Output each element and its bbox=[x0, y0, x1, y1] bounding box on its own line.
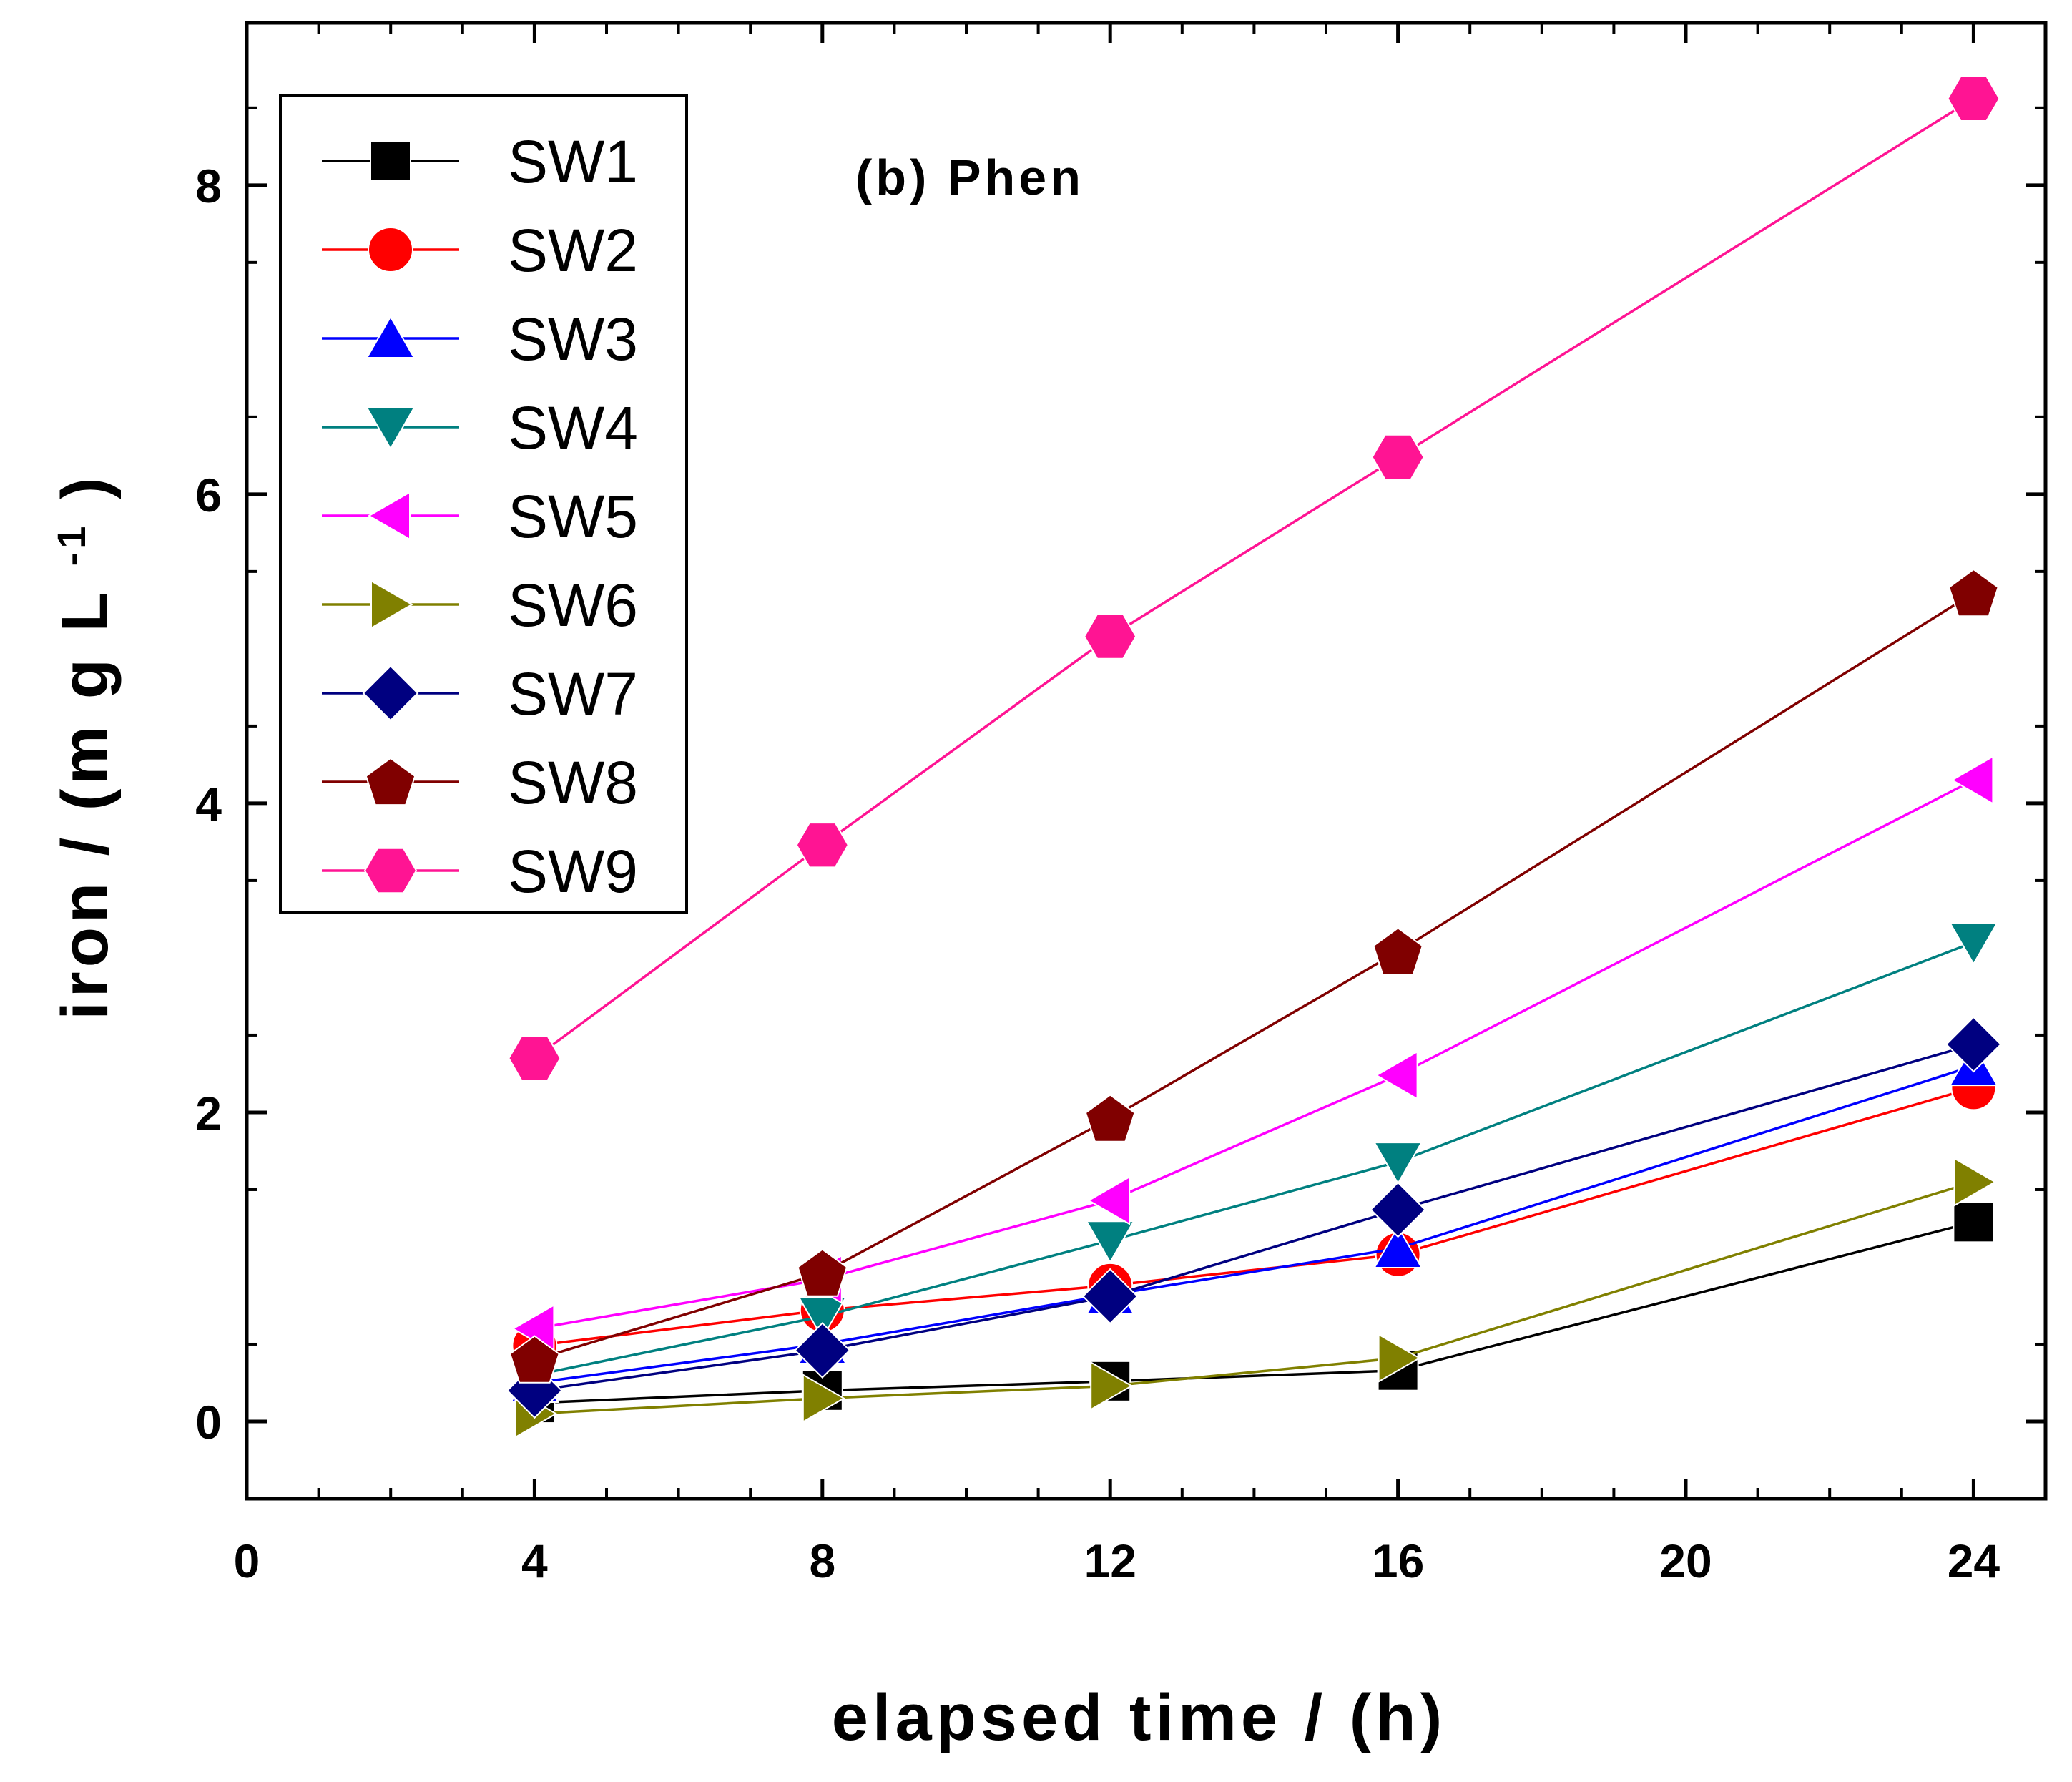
series-line-sw3 bbox=[534, 1064, 1974, 1384]
legend-item-sw8: SW8 bbox=[322, 749, 638, 816]
y-axis-title-main: iron / (m g L bbox=[49, 589, 122, 1020]
data-point-sw6 bbox=[1090, 1361, 1134, 1411]
x-axis-title: elapsed time / (h) bbox=[832, 1681, 1447, 1754]
legend-marker bbox=[365, 407, 416, 451]
data-point-sw6 bbox=[1378, 1333, 1421, 1384]
data-point-sw9 bbox=[1371, 434, 1425, 481]
data-point-sw7 bbox=[1945, 1016, 2002, 1073]
series-sw9 bbox=[508, 75, 2000, 1082]
data-point-sw9 bbox=[508, 1035, 561, 1082]
x-tick-label: 20 bbox=[1659, 1534, 1712, 1587]
x-tick-label: 16 bbox=[1372, 1534, 1424, 1587]
data-point-sw8 bbox=[1084, 1094, 1136, 1142]
data-point-sw9 bbox=[1947, 75, 2000, 122]
series-sw1 bbox=[514, 1201, 1995, 1424]
legend-item-sw3: SW3 bbox=[322, 305, 638, 373]
legend-marker bbox=[362, 665, 419, 722]
legend-label: SW7 bbox=[508, 660, 638, 728]
legend-item-sw6: SW6 bbox=[322, 572, 638, 639]
data-point-sw1 bbox=[1953, 1201, 1995, 1243]
legend-marker bbox=[363, 847, 418, 894]
y-tick-label: 8 bbox=[195, 160, 222, 212]
x-tick-label: 4 bbox=[521, 1534, 548, 1587]
data-point-sw5 bbox=[1950, 755, 1994, 806]
legend-label: SW5 bbox=[508, 483, 638, 550]
data-point-sw4 bbox=[1948, 922, 1999, 966]
legend-label: SW4 bbox=[508, 394, 638, 461]
legend-item-sw7: SW7 bbox=[322, 660, 638, 728]
series-sw3 bbox=[509, 1043, 1999, 1403]
data-point-sw8 bbox=[509, 1335, 560, 1384]
y-tick-label: 2 bbox=[195, 1087, 222, 1140]
series-line-sw6 bbox=[534, 1180, 1974, 1415]
data-point-sw7 bbox=[1370, 1181, 1427, 1238]
data-point-sw9 bbox=[795, 822, 849, 868]
series-sw8 bbox=[509, 568, 1999, 1384]
y-axis-title-superscript: -1 bbox=[49, 522, 94, 567]
x-tick-label: 0 bbox=[234, 1534, 260, 1587]
series-sw6 bbox=[514, 1157, 1997, 1439]
data-point-sw8 bbox=[797, 1248, 848, 1297]
series-line-sw5 bbox=[534, 778, 1975, 1331]
y-tick-label: 0 bbox=[195, 1396, 222, 1449]
y-axis-title: iron / (m g L -1 ) bbox=[49, 473, 122, 1019]
legend-label: SW8 bbox=[508, 749, 638, 816]
legend-item-sw2: SW2 bbox=[322, 217, 638, 284]
legend-marker bbox=[370, 579, 414, 630]
y-axis-title-close: ) bbox=[49, 473, 122, 499]
data-point-sw3 bbox=[1373, 1225, 1423, 1268]
legend-marker bbox=[368, 227, 413, 273]
chart-annotation: (b) Phen bbox=[855, 150, 1084, 205]
series-sw2 bbox=[511, 1064, 1997, 1369]
legend-box bbox=[279, 94, 688, 914]
data-point-sw5 bbox=[1087, 1175, 1131, 1225]
data-point-sw4 bbox=[797, 1296, 848, 1340]
x-tick-label: 8 bbox=[809, 1534, 835, 1587]
series-layer bbox=[506, 75, 2002, 1439]
legend-label: SW1 bbox=[508, 128, 638, 195]
y-tick-label: 4 bbox=[195, 778, 222, 831]
series-line-sw4 bbox=[534, 941, 1975, 1376]
series-line-sw8 bbox=[534, 592, 1975, 1361]
legend-item-sw1: SW1 bbox=[322, 128, 638, 195]
legend: SW1 SW2 SW3 SW4 SW5 SW6 SW7 SW8 SW9 bbox=[279, 94, 688, 914]
data-point-sw8 bbox=[1373, 927, 1423, 976]
x-tick-label: 12 bbox=[1084, 1534, 1136, 1587]
legend-item-sw4: SW4 bbox=[322, 394, 638, 461]
data-point-sw4 bbox=[1373, 1142, 1423, 1185]
data-point-sw6 bbox=[802, 1373, 845, 1424]
plot-frame bbox=[245, 21, 2048, 1501]
data-point-sw7 bbox=[1081, 1268, 1139, 1325]
legend-marker bbox=[365, 315, 416, 358]
data-point-sw6 bbox=[1953, 1157, 1997, 1207]
legend-marker bbox=[370, 140, 411, 182]
legend-marker bbox=[365, 757, 416, 806]
legend-item-sw5: SW5 bbox=[322, 483, 638, 550]
data-point-sw4 bbox=[1085, 1220, 1135, 1264]
y-tick-label: 6 bbox=[195, 469, 222, 522]
x-tick-label: 24 bbox=[1948, 1534, 2000, 1587]
series-line-sw9 bbox=[534, 97, 1975, 1059]
data-point-sw5 bbox=[1375, 1050, 1418, 1100]
data-point-sw7 bbox=[794, 1322, 851, 1379]
data-point-sw8 bbox=[1948, 568, 1999, 617]
series-sw4 bbox=[509, 922, 1999, 1399]
series-sw5 bbox=[511, 755, 1994, 1354]
series-line-sw2 bbox=[534, 1086, 1974, 1347]
svg-text:iron / (m g L -1 ): iron / (m g L -1 ) bbox=[49, 473, 122, 1019]
legend-label: SW3 bbox=[508, 305, 638, 373]
legend-item-sw9: SW9 bbox=[322, 838, 638, 905]
legend-label: SW9 bbox=[508, 838, 638, 905]
legend-label: SW2 bbox=[508, 217, 638, 284]
data-point-sw9 bbox=[1084, 613, 1137, 660]
legend-marker bbox=[367, 491, 411, 541]
series-line-sw7 bbox=[534, 1043, 1974, 1392]
legend-label: SW6 bbox=[508, 572, 638, 639]
